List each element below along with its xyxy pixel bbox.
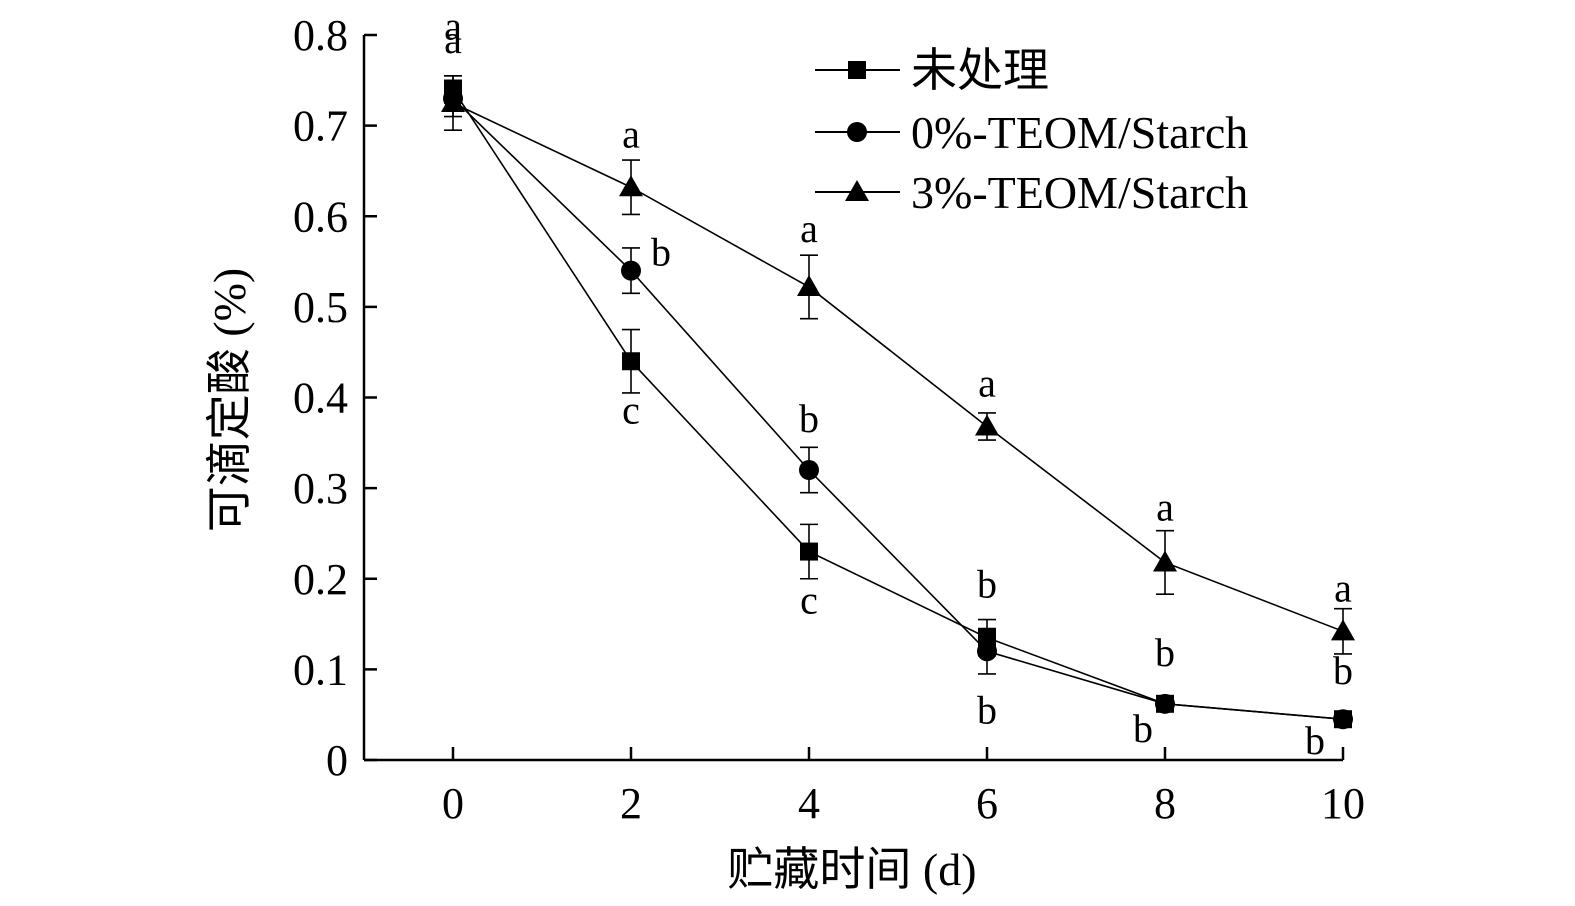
- legend-label: 未处理: [911, 45, 1049, 96]
- x-tick-label: 2: [620, 779, 642, 828]
- significance-label: b: [977, 562, 997, 607]
- y-tick-label: 0.4: [293, 374, 348, 423]
- significance-label: a: [1156, 484, 1174, 529]
- axes: 0 0.1 0.2 0.3 0.4 0.5 0.6 0.7 0.8 0 2 4 6 8 10: [293, 11, 1365, 828]
- data-point: [797, 274, 821, 296]
- series-line: [452, 102, 1344, 633]
- legend-marker: [845, 180, 869, 201]
- significance-label: b: [1133, 706, 1153, 751]
- y-tick-label: 0.8: [293, 11, 348, 60]
- significance-label: a: [444, 17, 462, 62]
- data-point: [1333, 709, 1353, 730]
- y-tick-label: 0.7: [293, 102, 348, 151]
- legend-item: 未处理: [815, 45, 1049, 96]
- data-point: [441, 90, 465, 112]
- data-point: [621, 260, 641, 281]
- significance-label: c: [800, 578, 818, 623]
- significance-label: c: [622, 387, 640, 432]
- significance-label: b: [1155, 630, 1175, 675]
- x-tick-label: 0: [442, 779, 464, 828]
- data-point: [1153, 550, 1177, 572]
- data-point: [619, 175, 643, 197]
- series-line: [452, 97, 1344, 721]
- data-point: [800, 542, 818, 561]
- significance-label: a: [1334, 565, 1352, 610]
- x-tick-label: 6: [976, 779, 998, 828]
- data-point: [622, 352, 640, 371]
- significance-label: a: [622, 111, 640, 156]
- significance-label: a: [800, 206, 818, 251]
- y-axis-title: 可滴定酸 (%): [204, 268, 255, 532]
- x-tick-label: 4: [798, 779, 820, 828]
- y-tick-label: 0.3: [293, 464, 348, 513]
- y-tick-label: 0: [326, 736, 348, 785]
- significance-label: b: [977, 687, 997, 732]
- data-point: [1331, 619, 1355, 641]
- legend-label: 3%-TEOM/Starch: [911, 167, 1248, 218]
- y-tick-label: 0.2: [293, 555, 348, 604]
- data-point: [975, 414, 999, 436]
- significance-label: b: [651, 230, 671, 275]
- legend-marker: [847, 122, 867, 142]
- legend-marker: [848, 61, 866, 79]
- data-point: [799, 460, 819, 480]
- significance-label: a: [444, 3, 462, 48]
- significance-label: b: [799, 396, 819, 441]
- legend: 未处理 0%-TEOM/Starch 3%-TEOM/Starch: [815, 45, 1248, 218]
- significance-label: b: [1333, 648, 1353, 693]
- y-tick-label: 0.1: [293, 645, 348, 694]
- x-tick-label: 10: [1321, 779, 1365, 828]
- legend-label: 0%-TEOM/Starch: [911, 107, 1248, 158]
- y-tick-label: 0.6: [293, 192, 348, 241]
- series-circle: bbb b b: [443, 79, 1353, 763]
- x-axis-title: 贮藏时间 (d): [727, 844, 976, 895]
- significance-label: a: [978, 361, 996, 406]
- series-triangle: a a a a a a: [441, 17, 1355, 655]
- legend-item: 0%-TEOM/Starch: [815, 107, 1248, 158]
- y-tick-label: 0.5: [293, 283, 348, 332]
- x-tick-label: 8: [1154, 779, 1176, 828]
- legend-item: 3%-TEOM/Starch: [815, 167, 1248, 218]
- data-point: [977, 641, 997, 662]
- significance-label: b: [1305, 718, 1325, 763]
- data-point: [1155, 693, 1175, 714]
